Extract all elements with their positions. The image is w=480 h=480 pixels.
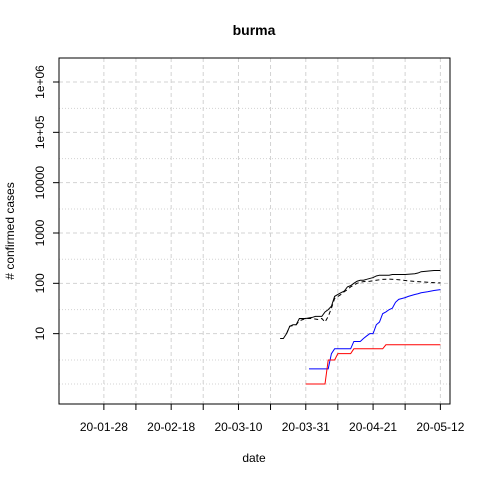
series-line-4 (305, 344, 441, 385)
x-tick-label: 20-03-10 (214, 420, 262, 434)
series-line-2 (286, 278, 441, 334)
y-tick-label: 1e+05 (33, 115, 47, 149)
y-tick-label: 1000 (33, 219, 47, 246)
grid-lines (59, 58, 450, 404)
series-line-1 (280, 269, 441, 340)
y-tick-label: 100 (33, 273, 47, 293)
x-tick-label: 20-05-12 (416, 420, 464, 434)
y-tick-label: 10 (33, 327, 47, 341)
axes: 20-01-28 20-02-18 20-03-10 20-03-31 20-04-21… (33, 65, 465, 434)
x-axis-label: date (242, 451, 266, 465)
x-tick-label: 20-01-28 (80, 420, 128, 434)
x-tick-label: 20-02-18 (147, 420, 195, 434)
x-tick-label: 20-03-31 (282, 420, 330, 434)
y-axis-label: # confirmed cases (3, 182, 17, 279)
y-tick-label: 1e+06 (33, 65, 47, 99)
series-layer (280, 269, 441, 385)
chart-title: burma (233, 22, 276, 38)
y-tick-label: 10000 (33, 166, 47, 200)
series-line-3 (308, 289, 441, 370)
x-tick-label: 20-04-21 (349, 420, 397, 434)
